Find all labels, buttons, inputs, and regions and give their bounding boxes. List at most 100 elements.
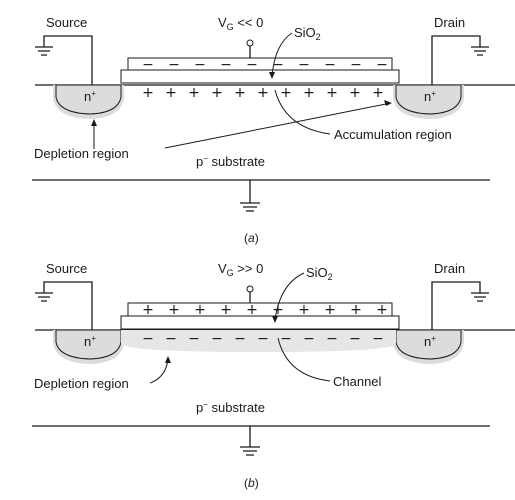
substrate-label-b: p− substrate [196, 400, 265, 415]
accumulation-charge-a: + [211, 85, 223, 101]
gate-electrode-b [127, 302, 393, 317]
gate-electrode-a [127, 57, 393, 71]
oxide-pointer-b [274, 272, 305, 321]
source-well-a [55, 84, 122, 115]
gate-charge-b: + [168, 302, 180, 318]
accumulation-pointer-a [274, 89, 331, 135]
accumulation-charge-a: + [234, 85, 246, 101]
drain-depletion-b [393, 330, 464, 364]
gate-charge-a: − [142, 57, 154, 73]
source-n-label-b: n+ [84, 334, 96, 349]
accumulation-arrowhead-a [384, 100, 392, 106]
channel-label-b: Channel [333, 374, 382, 389]
drain-n-label-a: n+ [424, 89, 436, 104]
source-n-label-a: n+ [84, 89, 96, 104]
gate-terminal-b [246, 285, 254, 293]
gate-charge-b: + [350, 302, 362, 318]
accumulation-charge-a: + [303, 85, 315, 101]
substrate-label-a: p− substrate [196, 154, 265, 169]
channel-depletion-b [121, 330, 396, 352]
accumulation-charge-a: + [188, 85, 200, 101]
channel-charge-b: − [326, 331, 338, 347]
depletion-label-a: Depletion region [34, 146, 129, 161]
channel-charge-b: − [211, 331, 223, 347]
oxide-arrowhead-a [269, 72, 275, 79]
drain-wire-a [431, 35, 481, 85]
gate-charge-b: + [298, 302, 310, 318]
accumulation-label-a: Accumulation region [334, 127, 452, 142]
oxide-arrowhead-b [272, 316, 278, 323]
channel-charge-b: − [142, 331, 154, 347]
gate-charge-a: − [298, 57, 310, 73]
channel-charge-b: − [257, 331, 269, 347]
source-well-b [55, 329, 122, 360]
panel-a: n+ n+ − − − − − − − − − − + + + + + + + + + + + VG << 0 SiO… [32, 15, 515, 245]
source-wire-a [43, 35, 93, 85]
channel-charge-b: − [303, 331, 315, 347]
source-ground-icon-a [35, 46, 53, 56]
drain-ground-icon-b [471, 292, 489, 302]
channel-charge-b: − [188, 331, 200, 347]
source-wire-b [43, 281, 93, 330]
gate-charge-a: − [350, 57, 362, 73]
gate-charge-a: − [168, 57, 180, 73]
accumulation-charge-a: + [280, 85, 292, 101]
gate-charge-a: − [246, 57, 258, 73]
accumulation-charge-a: + [326, 85, 338, 101]
accumulation-pointer-long-a [164, 103, 387, 149]
panel-b: n+ n+ + + + + + + + + + + − − − − − − − − − − − VG >> 0 SiO… [32, 261, 515, 490]
gate-charge-b: + [246, 302, 258, 318]
source-ground-icon-b [35, 292, 53, 302]
drain-well-b [395, 329, 462, 360]
gate-voltage-label-b: VG >> 0 [218, 261, 263, 278]
channel-pointer-b [277, 337, 331, 382]
caption-a: (a) [244, 231, 259, 245]
accumulation-charge-a: + [349, 85, 361, 101]
gate-charge-a: − [194, 57, 206, 73]
accumulation-charge-a: + [257, 85, 269, 101]
gate-charge-b: + [220, 302, 232, 318]
oxide-label-b: SiO2 [306, 265, 333, 282]
gate-charge-b: + [376, 302, 388, 318]
depletion-label-b: Depletion region [34, 376, 129, 391]
channel-charge-b: − [372, 331, 384, 347]
drain-label-b: Drain [434, 261, 465, 276]
gate-charges-b: + + + + + + + + + + [142, 302, 388, 318]
gate-charge-a: − [220, 57, 232, 73]
caption-b: (b) [244, 476, 259, 490]
gate-charge-b: + [194, 302, 206, 318]
drain-well-a [395, 84, 462, 115]
gate-charge-b: + [142, 302, 154, 318]
gate-terminal-a [246, 39, 254, 47]
gate-charge-b: + [324, 302, 336, 318]
depletion-pointer-b [149, 359, 169, 384]
drain-n-label-b: n+ [424, 334, 436, 349]
channel-charge-b: − [165, 331, 177, 347]
drain-wire-b [431, 281, 481, 330]
depletion-arrowhead-a [91, 119, 97, 126]
gate-charge-a: − [324, 57, 336, 73]
source-label-b: Source [46, 261, 87, 276]
accumulation-charges-a: + + + + + + + + + + + [142, 85, 384, 101]
drain-label-a: Drain [434, 15, 465, 30]
gate-charge-a: − [272, 57, 284, 73]
oxide-label-a: SiO2 [294, 25, 321, 42]
accumulation-charge-a: + [372, 85, 384, 101]
accumulation-charge-a: + [142, 85, 154, 101]
channel-charge-b: − [234, 331, 246, 347]
gate-charges-a: − − − − − − − − − − [142, 57, 388, 73]
gate-charge-a: − [376, 57, 388, 73]
channel-charge-b: − [349, 331, 361, 347]
channel-charges-b: − − − − − − − − − − − [142, 331, 384, 347]
channel-charge-b: − [280, 331, 292, 347]
accumulation-charge-a: + [165, 85, 177, 101]
oxide-pointer-a [271, 32, 293, 77]
source-depletion-b [53, 330, 124, 364]
gate-charge-b: + [272, 302, 284, 318]
gate-voltage-label-a: VG << 0 [218, 15, 263, 32]
depletion-arrowhead-b [165, 356, 171, 363]
drain-depletion-a [393, 85, 464, 119]
drain-ground-icon-a [471, 46, 489, 56]
source-depletion-a [53, 85, 124, 119]
